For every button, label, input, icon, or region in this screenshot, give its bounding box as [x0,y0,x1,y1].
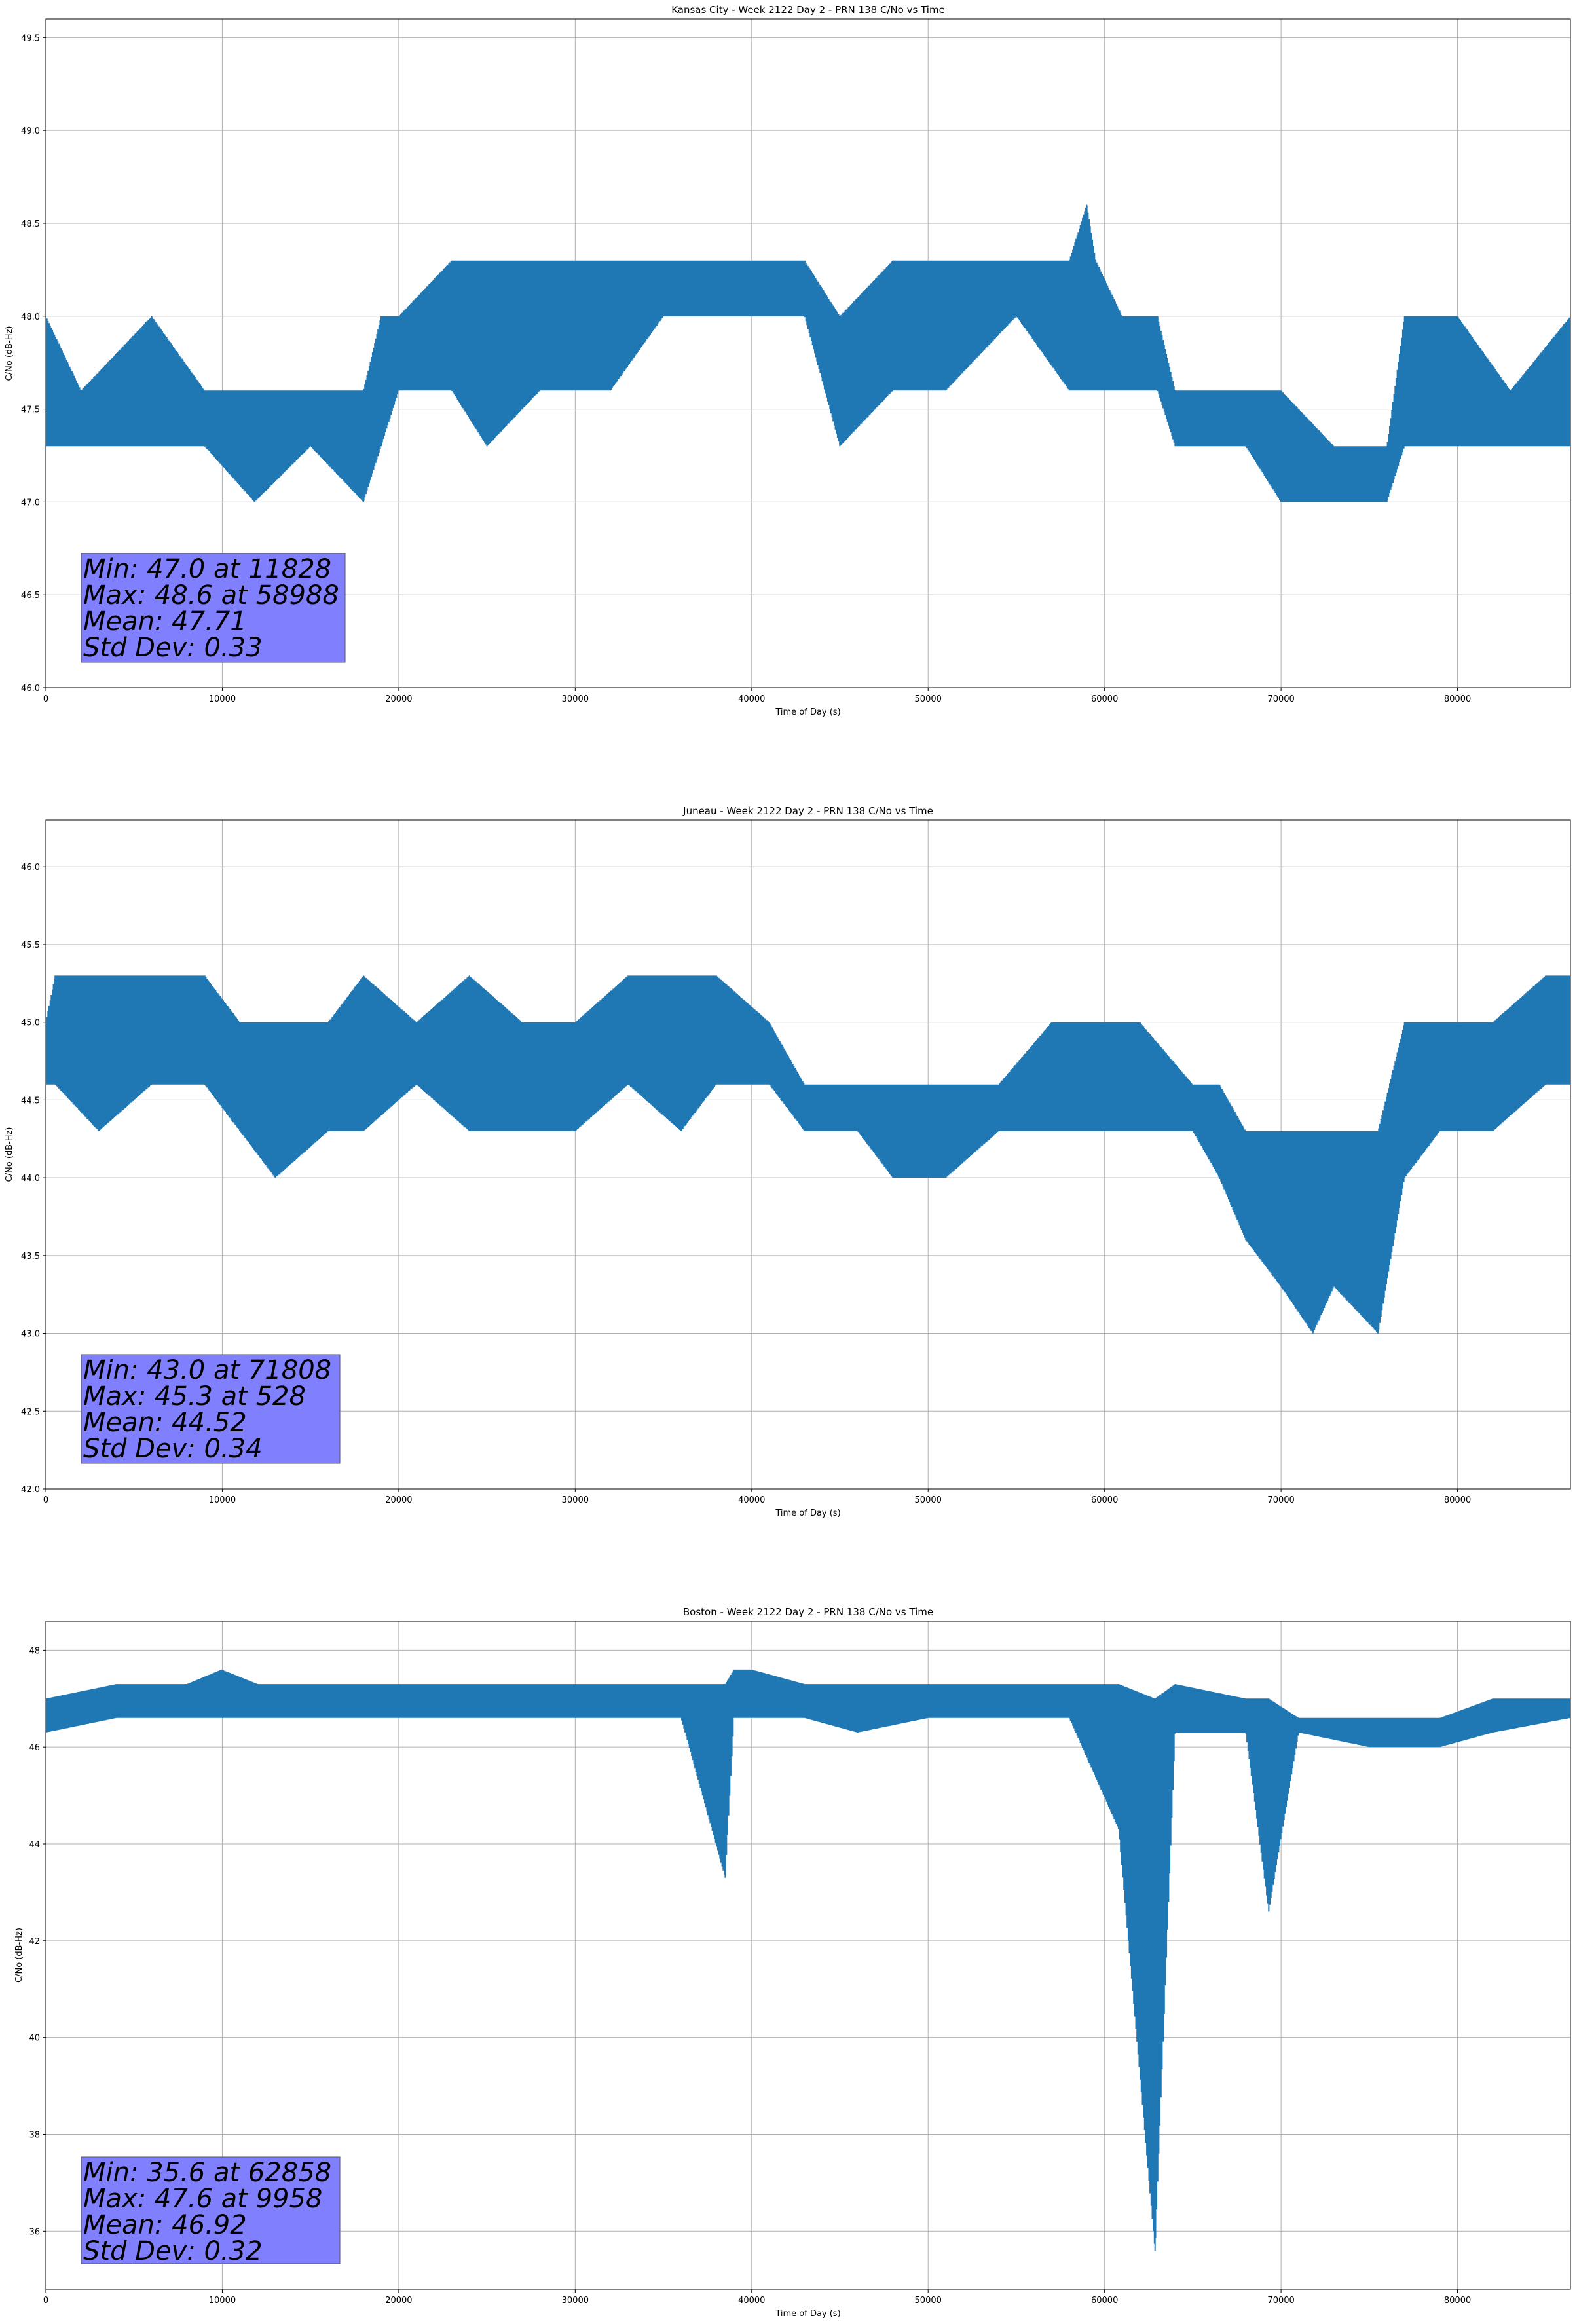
x-tick-label: 50000 [915,694,942,704]
stats-line: Std Dev: 0.32 [83,2236,263,2266]
x-tick-label: 40000 [738,1495,765,1505]
y-tick-label: 42 [29,1937,40,1947]
y-tick-label: 46.5 [21,591,40,601]
y-tick-label: 40 [29,2034,40,2044]
chart-panel: Boston - Week 2122 Day 2 - PRN 138 C/No … [14,1606,1571,2319]
x-axis-label: Time of Day (s) [775,2309,840,2319]
x-tick-label: 20000 [385,2296,412,2306]
x-tick-label: 60000 [1091,2296,1118,2306]
stats-line: Std Dev: 0.33 [83,633,263,663]
plot-frame [45,1621,1571,2290]
chart-title: Juneau - Week 2122 Day 2 - PRN 138 C/No … [682,805,933,817]
chart-title: Boston - Week 2122 Day 2 - PRN 138 C/No … [683,1606,933,1618]
x-tick-label: 80000 [1444,694,1471,704]
y-axis-label: C/No (dB-Hz) [5,326,14,381]
x-tick-label: 0 [43,2296,48,2306]
y-tick-label: 46.0 [21,863,40,872]
plot-frame [45,819,1571,1490]
x-tick-label: 0 [43,694,48,704]
y-tick-label: 44.5 [21,1096,40,1106]
stats-line: Max: 45.3 at 528 [83,1381,306,1412]
y-tick-label: 42.5 [21,1407,40,1417]
series-path [46,204,1570,502]
stats-line: Mean: 46.92 [83,2210,247,2240]
y-tick-label: 49.0 [21,126,40,136]
series-path [46,1669,1570,2251]
x-tick-label: 50000 [915,2296,942,2306]
x-tick-label: 50000 [915,1495,942,1505]
y-tick-label: 49.5 [21,33,40,43]
stats-line: Mean: 44.52 [83,1408,247,1438]
y-tick-label: 36 [29,2227,40,2237]
x-tick-label: 60000 [1091,694,1118,704]
series-path [46,975,1570,1334]
y-tick-label: 48 [29,1646,40,1656]
stats-line: Max: 48.6 at 58988 [83,580,339,610]
stats-line: Min: 47.0 at 11828 [83,554,331,584]
stats-box [81,2156,341,2264]
chart-title: Kansas City - Week 2122 Day 2 - PRN 138 … [671,4,945,16]
x-tick-label: 20000 [385,694,412,704]
stats-box [81,1354,341,1464]
x-tick-label: 40000 [738,694,765,704]
series-line [46,204,1570,502]
x-tick-label: 60000 [1091,1495,1118,1505]
stats-line: Mean: 47.71 [83,607,247,637]
x-tick-label: 30000 [562,2296,589,2306]
x-tick-label: 40000 [738,2296,765,2306]
x-tick-label: 70000 [1267,2296,1294,2306]
x-tick-label: 70000 [1267,694,1294,704]
series-line [46,1669,1570,2251]
y-tick-label: 43.5 [21,1252,40,1262]
y-tick-label: 38 [29,2130,40,2140]
y-tick-label: 47.5 [21,405,40,415]
stats-line: Max: 47.6 at 9958 [83,2184,322,2214]
x-tick-label: 20000 [385,1495,412,1505]
x-tick-label: 10000 [209,1495,236,1505]
y-tick-label: 44.0 [21,1174,40,1184]
x-tick-label: 80000 [1444,1495,1471,1505]
x-tick-label: 10000 [209,694,236,704]
y-axis-label: C/No (dB-Hz) [5,1127,14,1182]
y-tick-label: 46.0 [21,684,40,694]
y-tick-label: 42.0 [21,1485,40,1495]
x-tick-label: 80000 [1444,2296,1471,2306]
y-tick-label: 44 [29,1840,40,1850]
x-tick-label: 0 [43,1495,48,1505]
x-tick-label: 30000 [562,694,589,704]
y-tick-label: 46 [29,1743,40,1753]
x-axis-label: Time of Day (s) [775,1509,840,1518]
y-tick-label: 45.0 [21,1019,40,1028]
y-tick-label: 47.0 [21,498,40,508]
plot-frame [45,18,1571,688]
stats-line: Min: 43.0 at 71808 [83,1355,331,1385]
x-axis-label: Time of Day (s) [775,707,840,717]
y-axis-label: C/No (dB-Hz) [14,1928,24,1983]
stats-box [81,553,346,663]
stats-line: Std Dev: 0.34 [83,1434,263,1464]
y-tick-label: 48.0 [21,312,40,322]
y-tick-label: 43.0 [21,1330,40,1340]
y-tick-label: 45.5 [21,941,40,950]
stats-line: Min: 35.6 at 62858 [83,2158,331,2188]
x-tick-label: 10000 [209,2296,236,2306]
chart-panel: Kansas City - Week 2122 Day 2 - PRN 138 … [5,4,1571,717]
series-line [46,975,1570,1334]
chart-panel: Juneau - Week 2122 Day 2 - PRN 138 C/No … [5,805,1571,1518]
y-tick-label: 48.5 [21,219,40,229]
x-tick-label: 70000 [1267,1495,1294,1505]
x-tick-label: 30000 [562,1495,589,1505]
